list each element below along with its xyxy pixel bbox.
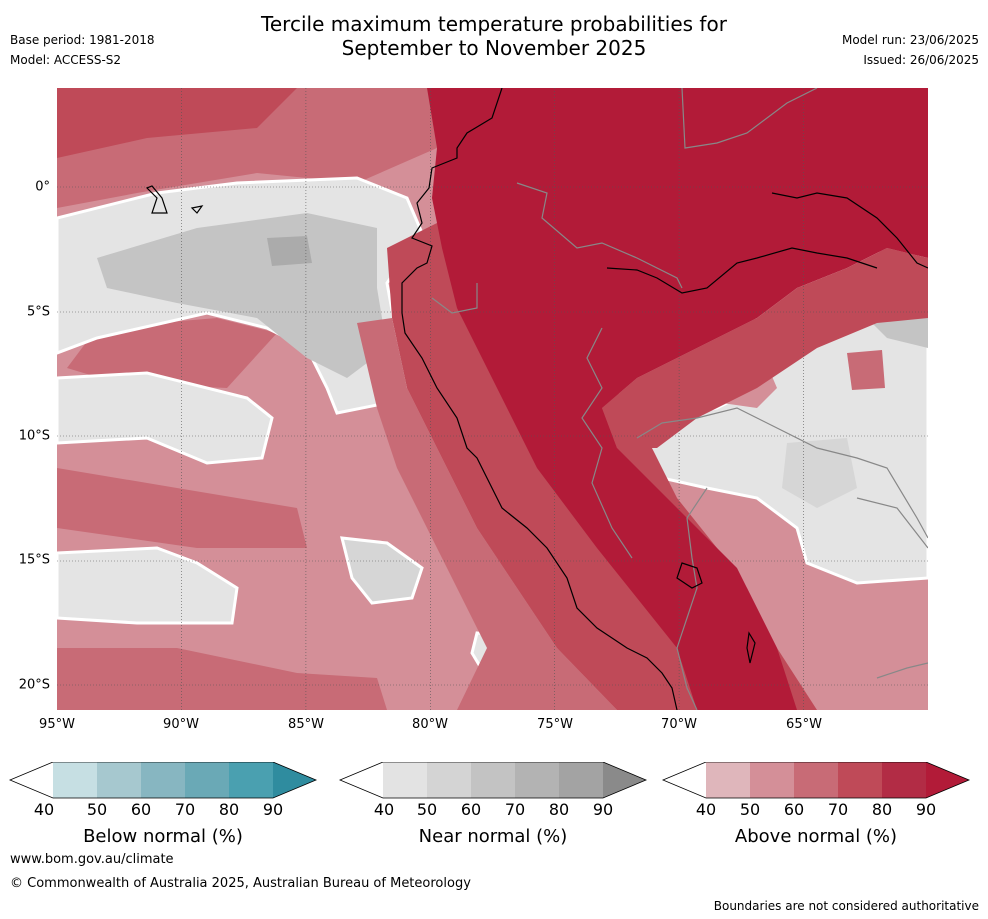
below-tick-80: 80	[218, 800, 240, 819]
above-swatch-over	[926, 762, 969, 798]
below-tick-40: 40	[33, 800, 55, 819]
colorbar-below-ticks: 40 50 60 70 80 90	[0, 800, 330, 820]
lat-label-0: 0°	[35, 179, 50, 195]
warm-band-southwest	[57, 648, 387, 710]
near-normal-patch-south	[340, 536, 424, 605]
below-tick-60: 60	[130, 800, 152, 819]
near-swatch-60	[427, 762, 471, 798]
near-tick-90: 90	[592, 800, 614, 819]
near-swatch-80	[515, 762, 559, 798]
near-swatch-over	[603, 762, 646, 798]
above-swatch-50	[706, 762, 750, 798]
above-swatch-90	[882, 762, 926, 798]
coastline	[145, 88, 928, 710]
colorbar-below-normal	[8, 761, 318, 802]
footer-url[interactable]: www.bom.gov.au/climate	[10, 852, 174, 867]
colorbar-above-swatches	[661, 761, 971, 799]
colorbar-near-title: Near normal (%)	[418, 826, 568, 847]
colorbar-below-swatches	[8, 761, 318, 799]
below-swatch-under	[10, 762, 53, 798]
lon-label-95w: 95°W	[39, 717, 75, 732]
lat-label-15s: 15°S	[18, 552, 50, 568]
lat-label-5s: 5°S	[26, 304, 50, 320]
near-normal-patch-east-inner	[782, 438, 857, 508]
near-tick-80: 80	[548, 800, 570, 819]
above-normal-80-edge	[602, 248, 928, 448]
below-swatch-70	[141, 762, 185, 798]
below-tick-50: 50	[86, 800, 108, 819]
footer-disclaimer: Boundaries are not considered authoritat…	[713, 899, 979, 913]
below-swatch-80	[185, 762, 229, 798]
near-swatch-70	[471, 762, 515, 798]
lat-label-10s: 10°S	[18, 428, 50, 444]
colorbar-near-ticks: 40 50 60 70 80 90	[330, 800, 660, 820]
near-tick-70: 70	[504, 800, 526, 819]
colorbar-above-title: Above normal (%)	[734, 826, 898, 847]
near-swatch-50	[383, 762, 427, 798]
lon-label-90w: 90°W	[163, 717, 199, 732]
near-tick-60: 60	[460, 800, 482, 819]
above-tick-40: 40	[695, 800, 717, 819]
lon-label-85w: 85°W	[288, 717, 324, 732]
below-tick-70: 70	[174, 800, 196, 819]
lon-label-65w: 65°W	[786, 717, 822, 732]
lon-label-70w: 70°W	[661, 717, 697, 732]
below-tick-90: 90	[262, 800, 284, 819]
above-tick-90: 90	[915, 800, 937, 819]
meta-right: Model run: 23/06/2025 Issued: 26/06/2025	[842, 30, 979, 70]
above-swatch-80	[838, 762, 882, 798]
above-normal-90-land	[427, 88, 928, 710]
near-normal-core-west	[97, 213, 387, 378]
near-swatch-under	[340, 762, 383, 798]
below-swatch-60	[97, 762, 141, 798]
above-tick-80: 80	[871, 800, 893, 819]
model-run: Model run: 23/06/2025	[841, 33, 979, 47]
warm-band-middle-2	[57, 468, 307, 548]
near-tick-50: 50	[416, 800, 438, 819]
footer-copyright: © Commonwealth of Australia 2025, Austra…	[10, 876, 471, 891]
colorbar-near-swatches	[338, 761, 648, 799]
lon-label-80w: 80°W	[412, 717, 448, 732]
warm-band-northwest-inner	[57, 88, 297, 158]
colorbar-near-normal	[338, 761, 648, 802]
title-line-2: September to November 2025	[341, 36, 647, 60]
above-swatch-70	[794, 762, 838, 798]
above-swatch-60	[750, 762, 794, 798]
warm-patch-east-2	[847, 350, 885, 390]
model-name: Model: ACCESS-S2	[10, 53, 122, 67]
above-tick-60: 60	[783, 800, 805, 819]
below-swatch-50	[53, 762, 97, 798]
near-normal-region-south	[57, 546, 239, 625]
above-tick-50: 50	[739, 800, 761, 819]
meta-left: Base period: 1981-2018 Model: ACCESS-S2	[10, 30, 155, 70]
below-swatch-90	[229, 762, 273, 798]
map-canvas	[57, 88, 928, 710]
below-swatch-over	[273, 762, 316, 798]
above-swatch-under	[663, 762, 706, 798]
issued-date: Issued: 26/06/2025	[863, 53, 979, 67]
probability-map	[57, 88, 928, 710]
coastal-warm-band-70	[357, 318, 617, 710]
map-graticule	[57, 88, 928, 710]
near-normal-peak-west	[267, 236, 312, 266]
near-swatch-90	[559, 762, 603, 798]
country-borders	[431, 88, 928, 710]
base-period: Base period: 1981-2018	[10, 33, 155, 47]
map-title: Tercile maximum temperature probabilitie…	[0, 12, 988, 60]
lon-label-75w: 75°W	[537, 717, 573, 732]
colorbar-above-ticks: 40 50 60 70 80 90	[653, 800, 983, 820]
lat-label-20s: 20°S	[18, 677, 50, 693]
above-tick-70: 70	[827, 800, 849, 819]
colorbar-above-normal	[661, 761, 971, 802]
title-line-1: Tercile maximum temperature probabilitie…	[261, 12, 727, 36]
near-tick-40: 40	[373, 800, 395, 819]
colorbar-below-title: Below normal (%)	[83, 826, 243, 847]
warm-band-middle	[67, 318, 277, 388]
near-normal-region-southwest	[57, 371, 274, 465]
